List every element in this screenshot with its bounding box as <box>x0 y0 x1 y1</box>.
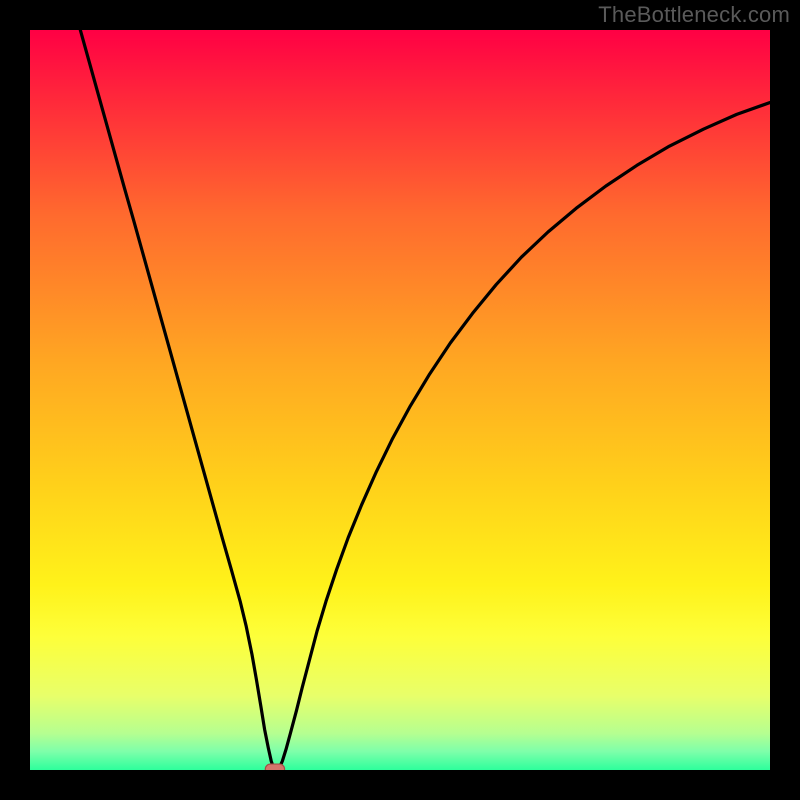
plot-area <box>30 30 770 770</box>
chart-container: TheBottleneck.com <box>0 0 800 800</box>
minimum-marker <box>265 764 284 770</box>
chart-svg <box>30 30 770 770</box>
gradient-background <box>30 30 770 770</box>
watermark-text: TheBottleneck.com <box>598 2 790 28</box>
